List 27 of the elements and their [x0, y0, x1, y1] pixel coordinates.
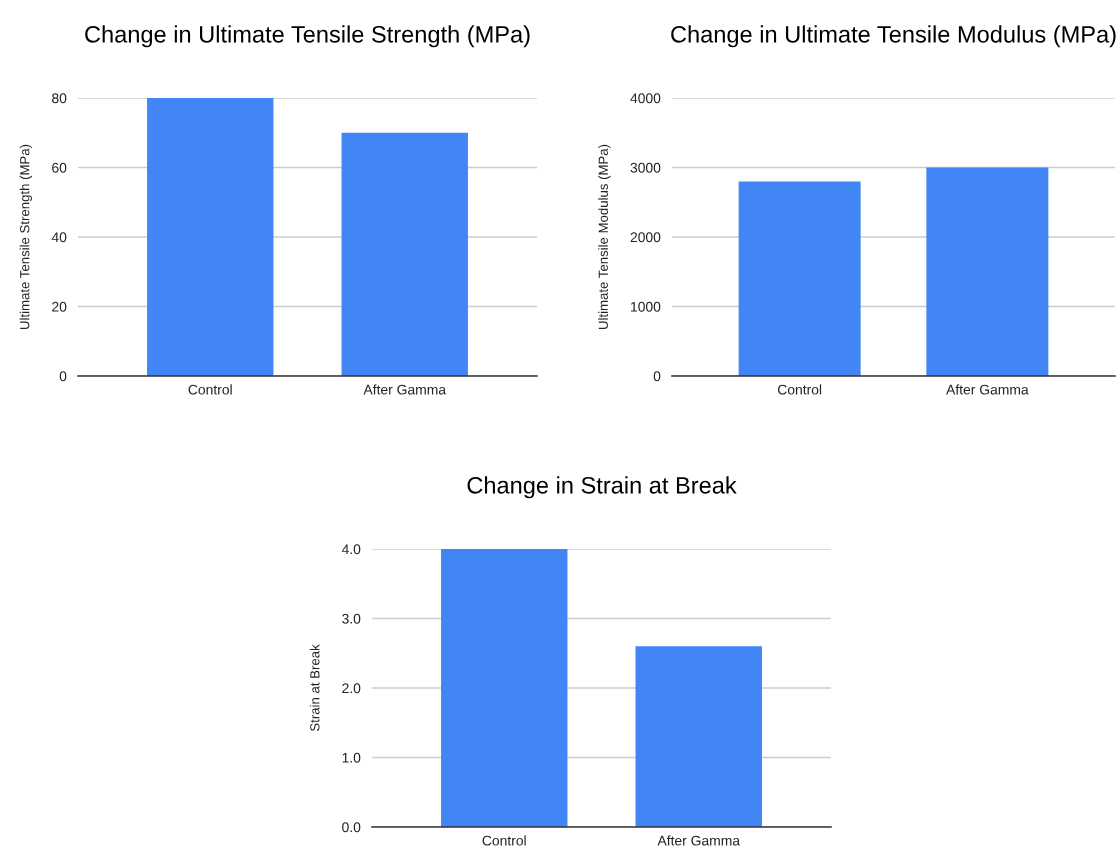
y-tick-label: 1.0: [342, 752, 361, 763]
x-tick-label: Control: [482, 835, 526, 846]
x-tick-label: Control: [188, 384, 232, 395]
y-tick-label: 2000: [630, 232, 661, 243]
y-tick-label: 2.0: [342, 683, 361, 694]
x-tick-label: After Gamma: [657, 835, 741, 846]
y-tick-label: 60: [52, 162, 67, 173]
y-tick-label: 1000: [631, 301, 661, 312]
y-axis-title: Ultimate Tensile Strength (MPa): [19, 144, 32, 329]
x-tick-label: Control: [777, 384, 822, 395]
y-tick-label: 4000: [630, 93, 661, 104]
chart-title: Change in Ultimate Tensile Modulus (MPa): [671, 25, 1116, 48]
y-tick-label: 40: [51, 232, 67, 243]
y-tick-label: 0: [59, 371, 67, 382]
y-tick-label: 20: [52, 301, 67, 312]
y-tick-label: 0: [653, 371, 661, 382]
y-tick-label: 0.0: [342, 822, 361, 833]
chart-title: Change in Ultimate Tensile Strength (MPa): [85, 25, 530, 48]
chart-title: Change in Strain at Break: [467, 476, 737, 499]
y-tick-label: 3.0: [342, 613, 361, 624]
y-tick-label: 4.0: [341, 544, 361, 555]
x-tick-label: After Gamma: [363, 384, 447, 395]
y-tick-label: 80: [52, 93, 67, 104]
y-axis-title: Strain at Break: [309, 644, 320, 732]
y-tick-label: 3000: [630, 162, 661, 173]
y-axis-title: Ultimate Tensile Modulus (MPa): [598, 144, 611, 329]
x-tick-label: After Gamma: [946, 384, 1029, 395]
